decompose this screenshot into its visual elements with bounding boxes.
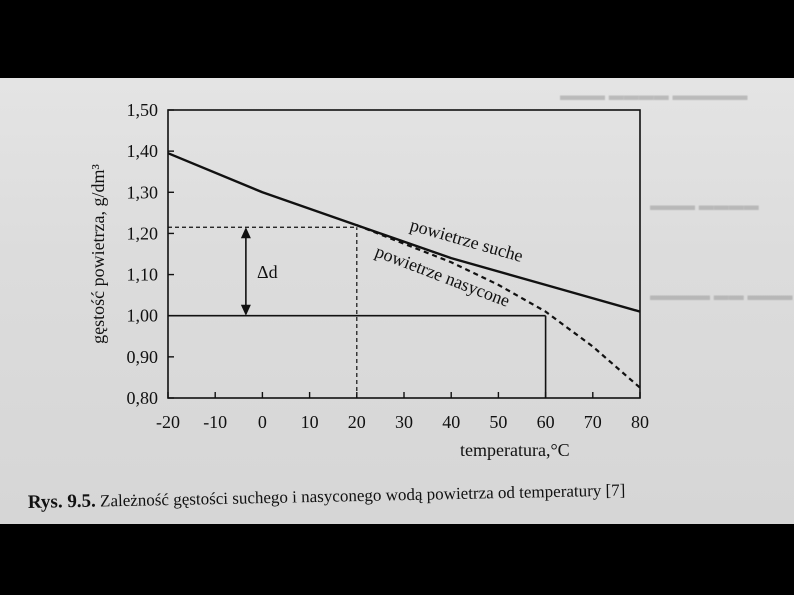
bleed-through-text: ▬▬▬▬ ▬▬ ▬▬▬ [650,288,793,304]
bleed-through-text: ▬▬▬ ▬▬▬▬ ▬▬▬▬▬ [560,88,748,104]
y-axis: 0,80 0,90 1,00 1,10 1,20 1,30 1,40 1,50 [127,100,174,408]
x-tick-label: -10 [203,412,227,432]
x-tick-label: 60 [537,412,555,432]
series-lines [167,152,641,389]
x-tick-label: 40 [442,412,460,432]
series-line-dry-air [167,152,641,313]
x-tick-label: 70 [584,412,602,432]
bleed-through-text: ▬▬▬ ▬▬▬▬ [650,198,759,214]
x-tick-label: 30 [395,412,413,432]
book-page: ▬▬▬ ▬▬▬▬ ▬▬▬▬▬ ▬▬▬ ▬▬▬▬ ▬▬▬▬ ▬▬ ▬▬▬ [0,78,794,524]
annotations [240,227,251,316]
x-tick-label: -20 [156,412,180,432]
y-tick-label: 0,80 [127,388,159,408]
y-tick-label: 1,40 [127,141,159,161]
y-axis-label: gęstość powietrza, g/dm³ [88,163,108,343]
x-axis-label: temperatura,°C [460,440,570,460]
x-tick-label: 80 [631,412,649,432]
delta-d-label: Δd [257,262,278,282]
series-line-saturated-air [356,224,641,389]
x-axis: -20 -10 0 10 20 30 40 50 60 70 80 [156,392,649,432]
reference-lines [168,226,547,398]
x-tick-label: 50 [489,412,507,432]
caption-text: Zależność gęstości suchego i nasyconego … [96,480,626,510]
figure-caption: Rys. 9.5. Zależność gęstości suchego i n… [28,479,626,513]
y-tick-label: 1,00 [127,306,159,326]
y-tick-label: 1,30 [127,182,159,202]
delta-d-arrow-head-bottom [240,304,251,316]
x-tick-label: 10 [301,412,319,432]
caption-label: Rys. 9.5. [28,491,96,513]
delta-d-arrow-head-top [240,227,251,239]
x-tick-label: 20 [348,412,366,432]
x-tick-label: 0 [258,412,267,432]
y-tick-label: 1,20 [127,223,159,243]
y-tick-label: 1,50 [127,100,159,120]
y-tick-label: 1,10 [127,265,159,285]
y-tick-label: 0,90 [127,347,159,367]
